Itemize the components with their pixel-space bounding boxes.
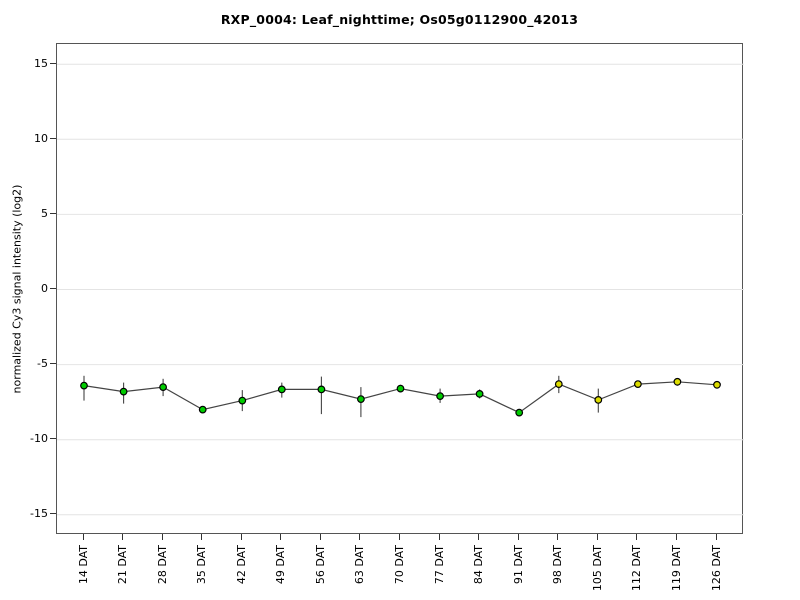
chart-title: RXP_0004: Leaf_nighttime; Os05g0112900_4…: [220, 12, 579, 27]
x-tick-label: 14 DAT: [76, 545, 90, 585]
data-point-marker: [515, 408, 524, 417]
x-tick-label: 49 DAT: [274, 545, 288, 585]
x-tick-mark: [596, 534, 598, 540]
y-tick-mark: [50, 212, 56, 214]
data-point-marker: [673, 377, 682, 386]
y-tick-mark: [50, 288, 56, 289]
plot-area: [56, 43, 744, 534]
y-tick-label: 5: [41, 206, 48, 220]
x-tick-mark: [201, 534, 203, 540]
x-tick-label: 28 DAT: [155, 545, 169, 585]
x-tick-mark: [240, 534, 242, 540]
x-tick-mark: [675, 534, 677, 540]
y-tick-label: 10: [34, 131, 48, 145]
y-tick-label: -10: [30, 432, 48, 446]
x-tick-label: 70 DAT: [393, 545, 406, 585]
y-tick-label: 15: [34, 56, 48, 70]
y-tick-mark: [50, 363, 56, 365]
x-tick-label: 56 DAT: [313, 545, 327, 585]
data-point-marker: [317, 385, 326, 394]
x-tick-mark: [715, 534, 717, 540]
x-tick-mark: [557, 534, 559, 540]
x-tick-label: 42 DAT: [234, 545, 248, 585]
y-tick-label: 0: [41, 282, 48, 295]
data-point-marker: [357, 395, 365, 404]
data-point-marker: [238, 396, 247, 405]
x-tick-label: 98 DAT: [551, 545, 565, 585]
data-point-marker: [159, 383, 167, 392]
x-tick-mark: [82, 534, 84, 540]
y-tick-mark: [50, 438, 56, 440]
data-point-marker: [277, 385, 286, 394]
x-tick-mark: [517, 534, 519, 540]
x-tick-label: 126 DAT: [709, 545, 723, 592]
y-tick-mark: [50, 62, 56, 64]
y-tick-mark: [50, 137, 56, 139]
x-tick-label: 119 DAT: [669, 545, 683, 592]
y-tick-label: -5: [37, 357, 48, 371]
x-tick-label: 84 DAT: [472, 545, 486, 585]
data-point-marker: [119, 387, 128, 396]
data-point-marker: [475, 390, 484, 398]
x-tick-mark: [319, 534, 321, 540]
x-tick-mark: [161, 534, 163, 540]
data-point-marker: [594, 396, 603, 404]
x-tick-label: 105 DAT: [590, 545, 604, 592]
x-tick-label: 63 DAT: [353, 545, 367, 585]
x-tick-mark: [478, 534, 480, 540]
x-tick-label: 21 DAT: [116, 545, 130, 585]
data-point-marker: [396, 384, 405, 393]
x-tick-label: 91 DAT: [511, 545, 525, 585]
x-tick-mark: [636, 534, 638, 540]
x-tick-label: 77 DAT: [432, 545, 446, 585]
x-tick-label: 112 DAT: [630, 545, 644, 592]
x-tick-mark: [438, 534, 440, 540]
data-point-marker: [436, 392, 445, 401]
x-tick-mark: [280, 534, 282, 540]
x-tick-mark: [122, 534, 124, 540]
x-tick-label: 35 DAT: [195, 545, 209, 585]
data-point-marker: [713, 380, 721, 389]
data-point-marker: [554, 380, 563, 389]
data-point-marker: [80, 381, 88, 390]
data-point-marker: [634, 380, 642, 389]
x-tick-mark: [399, 534, 400, 540]
y-tick-label: -15: [30, 507, 48, 521]
data-point-marker: [198, 405, 207, 414]
x-tick-mark: [359, 534, 361, 540]
y-tick-mark: [50, 513, 56, 515]
data-series-layer: [57, 63, 744, 516]
